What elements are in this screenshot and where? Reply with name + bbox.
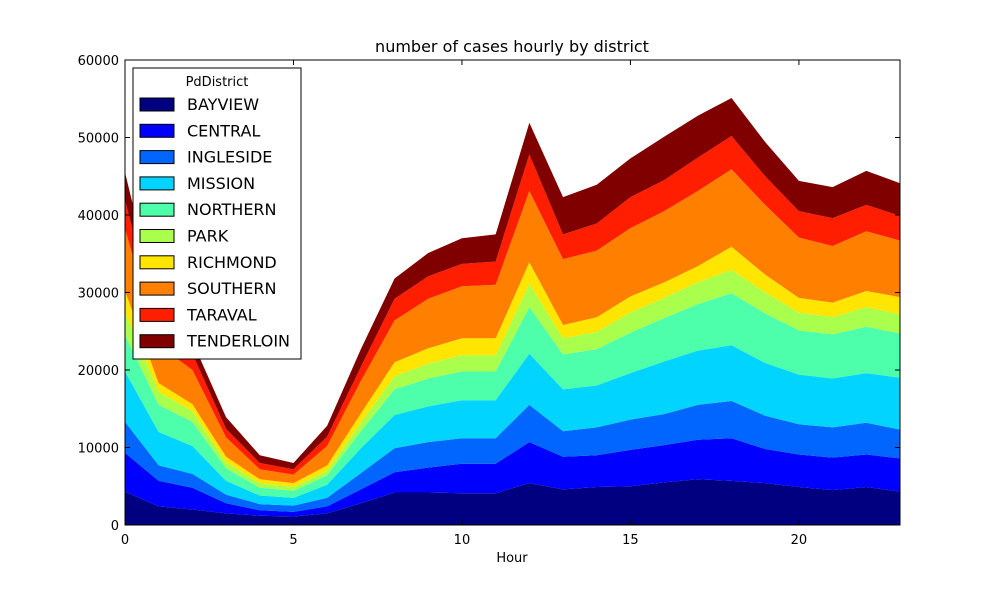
legend-label-mission: MISSION bbox=[187, 174, 255, 193]
legend-swatch-ingleside bbox=[139, 150, 175, 165]
area-central bbox=[125, 438, 900, 517]
y-tick-label: 40000 bbox=[78, 209, 119, 224]
y-tick-label: 60000 bbox=[78, 54, 119, 69]
y-tick-label: 10000 bbox=[78, 442, 119, 457]
legend-label-northern: NORTHERN bbox=[187, 200, 277, 219]
y-tick-label: 30000 bbox=[78, 287, 119, 302]
legend-label-bayview: BAYVIEW bbox=[187, 95, 259, 114]
legend-items: BAYVIEW CENTRAL INGLESIDE MISSION NORTHERN PA… bbox=[139, 95, 290, 351]
legend-swatch-park bbox=[139, 229, 175, 243]
chart-title: number of cases hourly by district bbox=[375, 37, 649, 56]
area-ingleside bbox=[125, 401, 900, 512]
legend-label-richmond: RICHMOND bbox=[187, 253, 277, 272]
x-tick-label: 10 bbox=[454, 533, 471, 548]
x-tick-label: 5 bbox=[289, 533, 297, 548]
legend-label-tenderloin: TENDERLOIN bbox=[186, 332, 290, 351]
x-axis-label: Hour bbox=[496, 551, 528, 566]
y-tick-label: 50000 bbox=[78, 132, 119, 147]
legend-label-park: PARK bbox=[187, 227, 229, 246]
legend-swatch-northern bbox=[139, 202, 175, 217]
x-axis: 0 5 10 15 20 bbox=[121, 60, 807, 548]
legend-swatch-southern bbox=[139, 281, 175, 296]
legend: PdDistrict BAYVIEW CENTRAL INGLESIDE MISSIO… bbox=[132, 67, 302, 360]
legend-label-central: CENTRAL bbox=[187, 121, 260, 140]
legend-swatch-taraval bbox=[139, 307, 175, 322]
y-axis: 0 10000 20000 30000 40000 50000 60000 bbox=[78, 54, 900, 534]
legend-swatch-mission bbox=[139, 176, 175, 191]
area-layers bbox=[125, 97, 900, 525]
legend-swatch-bayview bbox=[139, 97, 175, 112]
legend-swatch-richmond bbox=[139, 255, 175, 270]
x-tick-label: 20 bbox=[791, 533, 808, 548]
legend-label-ingleside: INGLESIDE bbox=[187, 148, 272, 167]
legend-title: PdDistrict bbox=[186, 75, 249, 90]
y-tick-label: 0 bbox=[111, 519, 119, 534]
x-tick-label: 0 bbox=[121, 533, 129, 548]
area-northern bbox=[125, 293, 900, 498]
x-tick-label: 15 bbox=[622, 533, 639, 548]
y-tick-label: 20000 bbox=[78, 364, 119, 379]
legend-label-southern: SOUTHERN bbox=[187, 279, 276, 298]
area-bayview bbox=[125, 479, 900, 525]
legend-swatch-tenderloin bbox=[139, 334, 175, 349]
legend-swatch-central bbox=[139, 123, 175, 138]
area-southern bbox=[125, 169, 900, 484]
legend-label-taraval: TARAVAL bbox=[186, 305, 257, 324]
area-mission bbox=[125, 345, 900, 506]
